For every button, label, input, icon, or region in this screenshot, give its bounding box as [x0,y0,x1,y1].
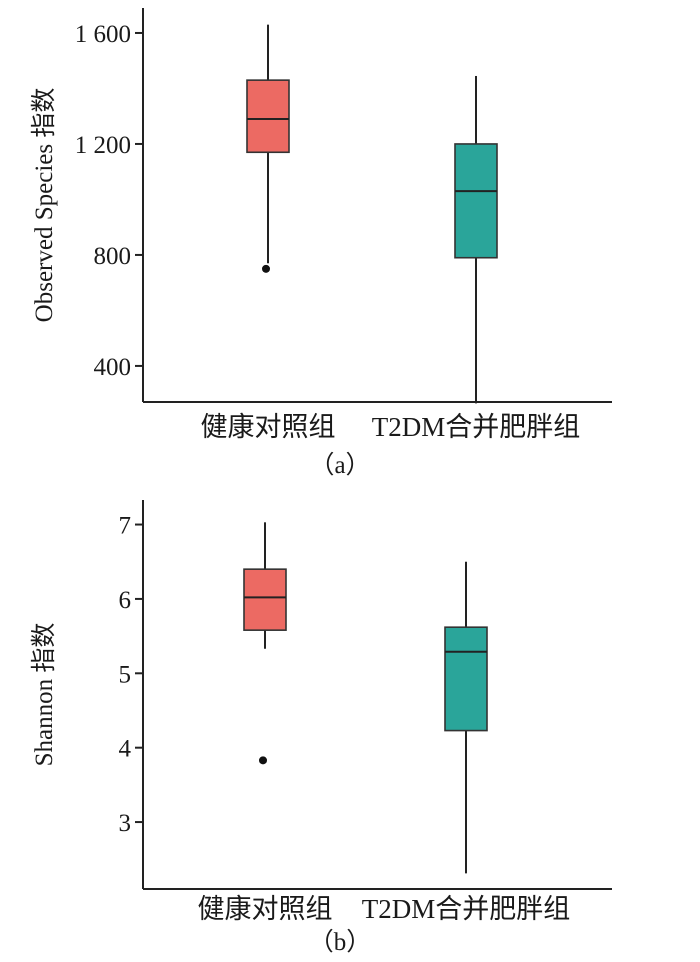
y-tick-label: 1 200 [75,132,131,159]
y-tick-label: 400 [94,354,132,381]
iqr-box [246,79,290,154]
y-tick-label: 1 600 [75,21,131,48]
box-healthy-control [246,24,290,273]
y-tick-label: 5 [119,661,132,688]
panel-label: （a） [309,451,370,479]
y-tick-label: 3 [119,810,132,837]
iqr-box [454,143,498,259]
box-t2dm-obese [444,561,488,874]
y-tick-label: 4 [119,736,132,763]
outlier-point [259,756,267,765]
y-tick-label: 800 [94,243,132,270]
outlier-point [262,264,270,273]
panel-label: （b） [309,928,372,956]
category-label: 健康对照组 [201,412,336,442]
y-tick-label: 6 [119,587,132,614]
chart-panel-a: 1 600 1 200 800 400 Observed Species 指数健康对照组… [30,8,612,479]
y-axis-title: Observed Species 指数 [30,88,58,323]
category-label: 健康对照组 [198,894,333,924]
box-healthy-control [243,522,287,765]
category-label: T2DM合并肥胖组 [362,894,571,924]
category-label: T2DM合并肥胖组 [372,412,581,442]
y-tick-label: 7 [119,513,132,540]
box-t2dm-obese [454,75,498,404]
iqr-box [243,568,287,631]
y-axis-title: Shannon 指数 [30,623,58,767]
iqr-box [444,626,488,732]
